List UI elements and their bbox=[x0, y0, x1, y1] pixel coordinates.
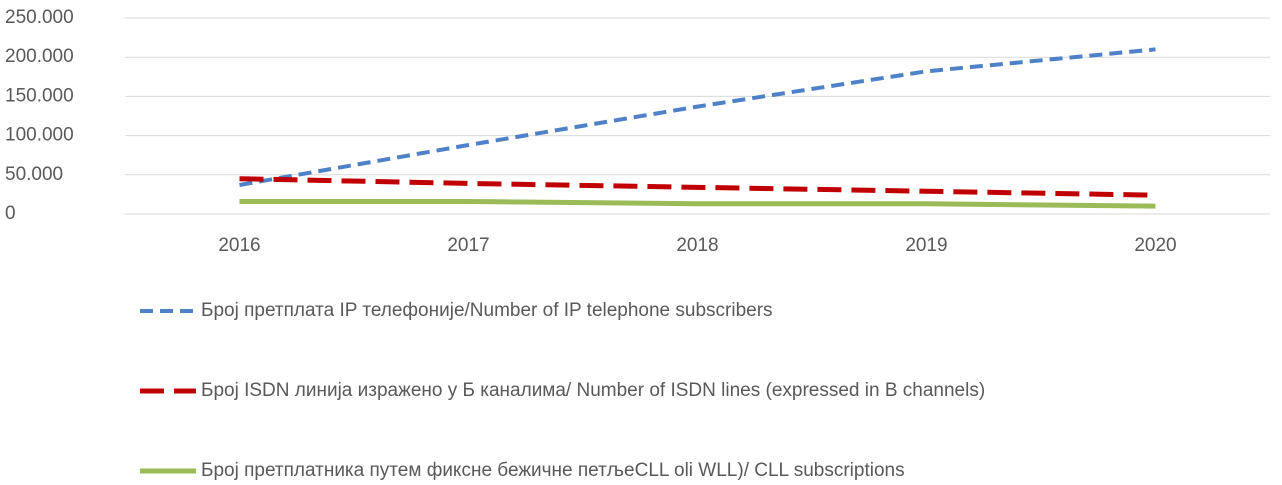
series-line bbox=[239, 198, 1156, 209]
y-tick-label: 0 bbox=[5, 203, 16, 224]
series-line bbox=[239, 47, 1156, 187]
y-tick-label: 150.000 bbox=[5, 85, 74, 106]
legend-label: Број ISDN линија изражено у Б каналима/ … bbox=[201, 380, 985, 401]
x-tick-label: 2018 bbox=[676, 235, 718, 256]
y-tick-label: 250.000 bbox=[5, 7, 74, 28]
series-line bbox=[239, 176, 1156, 198]
x-tick-label: 2016 bbox=[218, 235, 260, 256]
legend-label: Број претплата IP телефоније/Number of I… bbox=[201, 300, 773, 321]
y-tick-label: 100.000 bbox=[5, 125, 74, 146]
x-tick-label: 2020 bbox=[1134, 235, 1176, 256]
legend-label: Број претплатника путем фиксне бежичне п… bbox=[201, 460, 905, 481]
x-tick-label: 2017 bbox=[447, 235, 489, 256]
y-tick-label: 50.000 bbox=[5, 164, 63, 185]
y-tick-label: 200.000 bbox=[5, 46, 74, 67]
x-tick-label: 2019 bbox=[905, 235, 947, 256]
